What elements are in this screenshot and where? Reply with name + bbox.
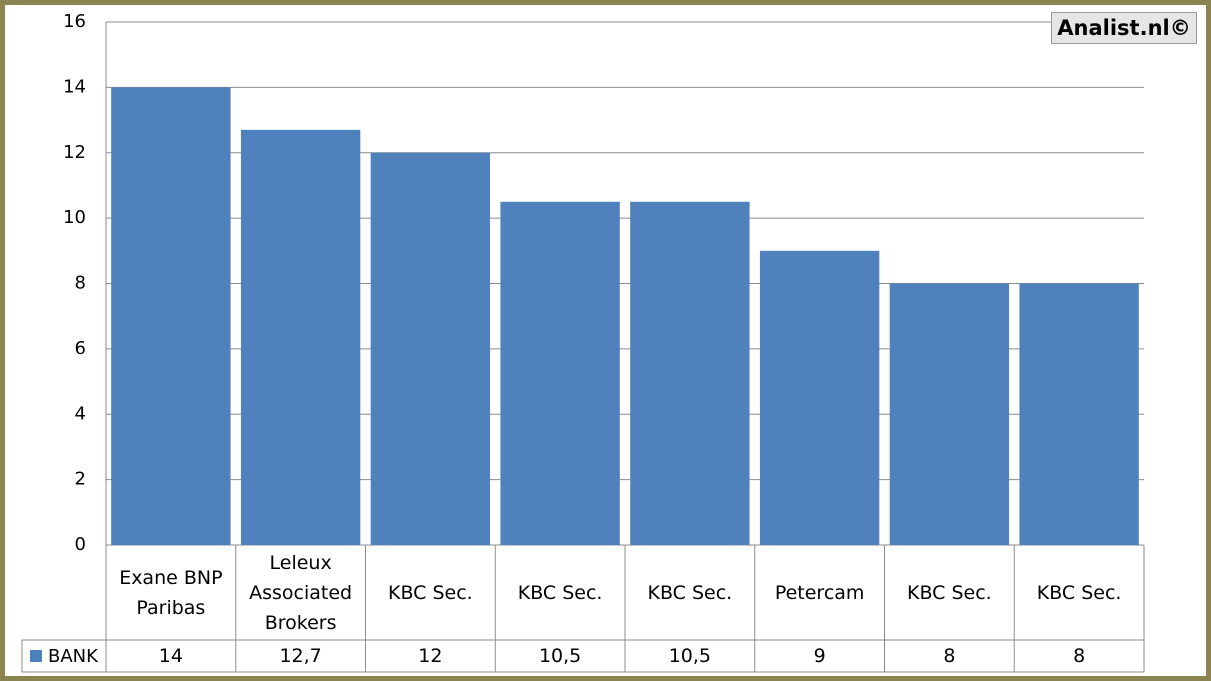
y-tick-label: 12 [63, 142, 86, 163]
value-label: 12,7 [279, 645, 322, 667]
category-label: Exane BNP Paribas [119, 566, 223, 619]
bar [240, 129, 361, 545]
category-label: KBC Sec. [907, 581, 992, 604]
category-label: KBC Sec. [1036, 581, 1122, 604]
category-label: Petercam [774, 581, 865, 604]
value-label: 8 [1073, 645, 1086, 667]
y-tick-label: 14 [63, 76, 86, 97]
watermark: Analist.nl© [1051, 12, 1197, 44]
value-label: 14 [158, 645, 183, 667]
legend-swatch [30, 650, 42, 662]
value-label: 10,5 [538, 645, 582, 667]
category-label: KBC Sec. [517, 581, 603, 604]
bar [111, 87, 231, 545]
bar [630, 201, 750, 545]
bar [759, 250, 880, 545]
category-label: KBC Sec. [647, 581, 733, 604]
legend-label: BANK [48, 646, 99, 667]
y-tick-label: 8 [75, 273, 86, 294]
value-label: 9 [813, 645, 826, 667]
bar [889, 283, 1010, 545]
bar [500, 201, 620, 545]
y-tick-label: 16 [63, 11, 86, 32]
value-label: 8 [943, 645, 956, 667]
y-tick-label: 6 [75, 338, 86, 359]
y-tick-label: 4 [75, 403, 86, 424]
y-tick-label: 10 [63, 207, 86, 228]
category-label: Leleux Associated Brokers [249, 551, 353, 634]
category-label: KBC Sec. [388, 581, 473, 604]
value-label: 10,5 [668, 645, 712, 667]
value-label: 12 [418, 645, 443, 667]
bar [370, 152, 491, 545]
bar [1019, 283, 1139, 545]
y-tick-label: 2 [75, 469, 86, 490]
y-tick-label: 0 [75, 534, 86, 555]
